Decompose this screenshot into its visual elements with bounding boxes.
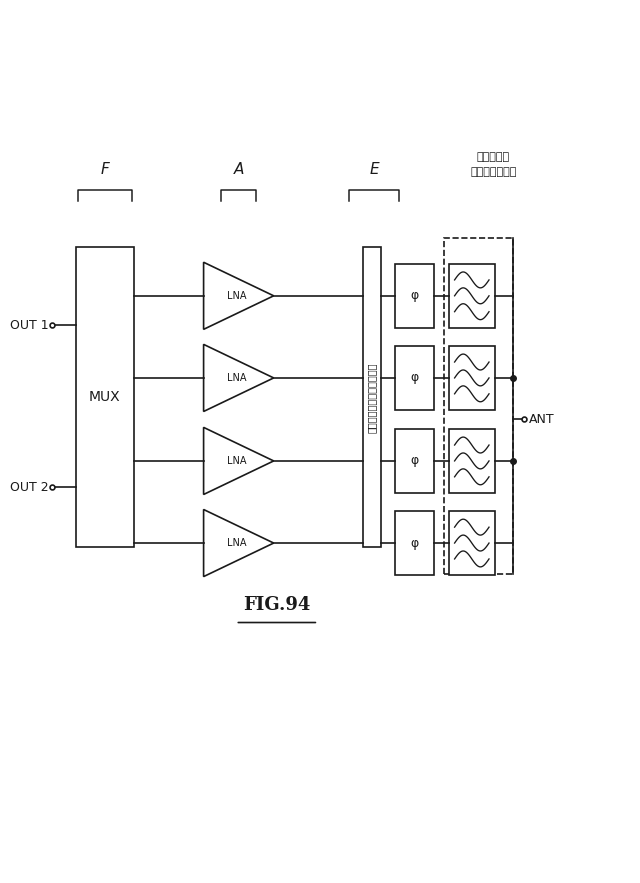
Bar xyxy=(76,247,134,547)
Text: φ: φ xyxy=(410,455,419,467)
Text: φ: φ xyxy=(410,372,419,384)
Polygon shape xyxy=(204,509,274,577)
Bar xyxy=(444,238,513,574)
Text: OUT 1: OUT 1 xyxy=(10,319,49,332)
Bar xyxy=(395,429,434,493)
Text: LNA: LNA xyxy=(227,373,246,383)
Polygon shape xyxy=(204,427,274,494)
Text: F: F xyxy=(100,162,109,177)
Text: φ: φ xyxy=(410,290,419,302)
Polygon shape xyxy=(204,344,274,411)
Text: FIG.94: FIG.94 xyxy=(243,596,310,614)
Text: スイッチングネットワーク: スイッチングネットワーク xyxy=(367,362,377,433)
Text: A: A xyxy=(234,162,244,177)
Bar xyxy=(449,511,495,575)
Text: ANT: ANT xyxy=(529,413,554,426)
Bar xyxy=(395,346,434,410)
Bar xyxy=(395,264,434,328)
Text: MUX: MUX xyxy=(89,390,121,404)
Text: φ: φ xyxy=(410,537,419,549)
Text: OUT 2: OUT 2 xyxy=(10,481,49,494)
Text: LNA: LNA xyxy=(227,538,246,548)
Bar xyxy=(363,247,381,547)
Text: E: E xyxy=(369,162,379,177)
Text: LNA: LNA xyxy=(227,291,246,301)
Text: マルチプレクサ: マルチプレクサ xyxy=(470,167,516,177)
Polygon shape xyxy=(204,262,274,329)
Text: LNA: LNA xyxy=(227,456,246,466)
Bar xyxy=(449,264,495,328)
Bar xyxy=(449,346,495,410)
Text: フィルタ／: フィルタ／ xyxy=(477,153,510,162)
Bar xyxy=(449,429,495,493)
Bar xyxy=(395,511,434,575)
